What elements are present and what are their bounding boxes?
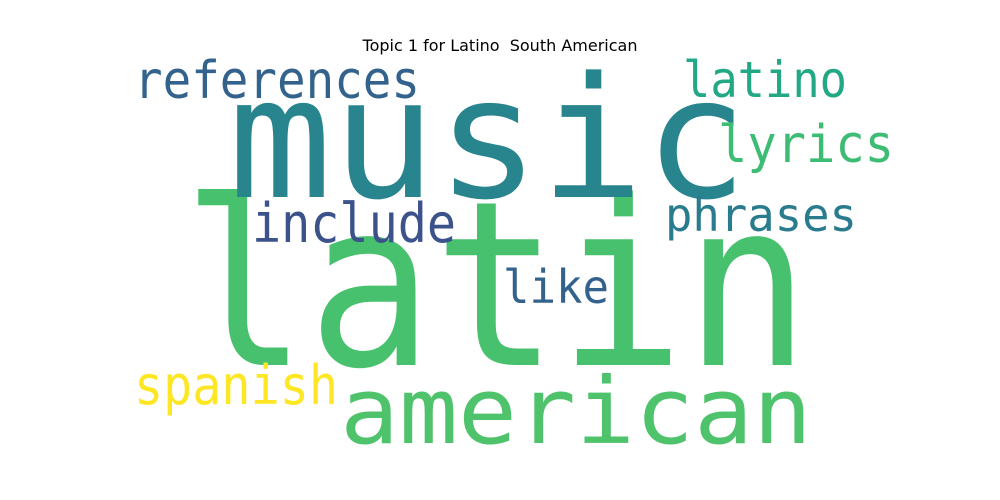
word-lyrics: lyrics bbox=[718, 115, 894, 175]
word-references: references bbox=[134, 51, 420, 111]
chart-title: Topic 1 for Latino South American bbox=[362, 36, 638, 55]
word-include: include bbox=[252, 192, 456, 255]
word-music: music bbox=[228, 41, 748, 237]
word-phrases: phrases bbox=[665, 188, 857, 242]
word-latino: latino bbox=[683, 51, 847, 109]
word-latin: latin bbox=[182, 153, 810, 420]
word-like: like bbox=[503, 260, 609, 314]
word-american: american bbox=[340, 358, 812, 465]
word-spanish: spanish bbox=[134, 354, 338, 417]
